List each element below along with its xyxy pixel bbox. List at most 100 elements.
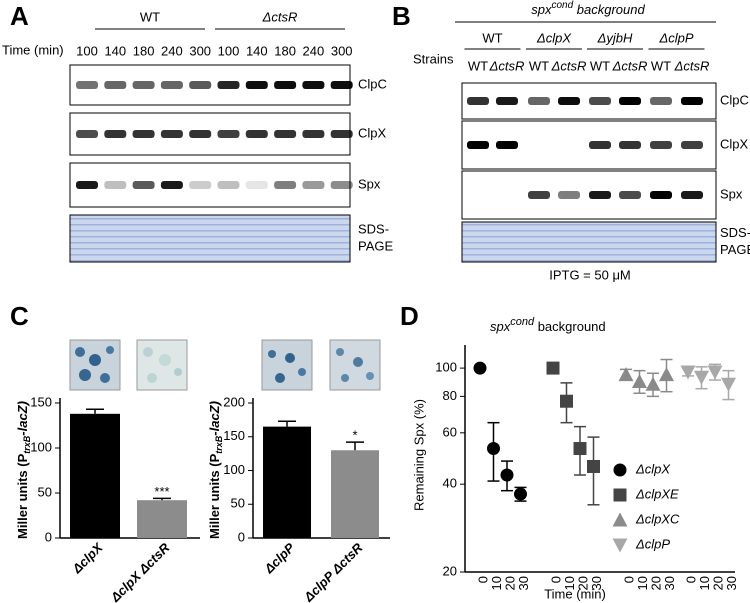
band [217,181,240,189]
blot-label: PAGE [720,242,750,257]
x-tick-label: 20 [648,576,663,590]
x-tick-label: 30 [724,576,739,590]
y-tick-label: 40 [443,476,457,491]
lane-label: WT [590,58,610,73]
point [618,367,634,382]
legend-label: ΔclpP [635,536,670,551]
bar [137,500,187,538]
band [274,81,297,89]
band [330,181,353,189]
x-tick-label: 20 [710,576,725,590]
x-tick-label: ΔclpP [261,540,298,577]
point [613,463,627,477]
x-tick-label: 10 [697,576,712,590]
band [132,181,155,189]
legend-label: ΔclpX [635,461,671,476]
band [189,81,212,89]
lane-label: ΔctsR [551,58,587,73]
point [573,442,587,456]
band [160,181,183,189]
blot-label: SDS- [720,225,750,240]
x-tick-label: 30 [516,576,531,590]
lane-label: WT [529,58,549,73]
band [302,130,325,138]
band [274,181,297,189]
point [514,487,527,501]
band [104,81,127,89]
blot-label: ClpX [720,136,749,151]
band [528,141,550,149]
gel-stain [461,221,717,263]
blot-label: SDS- [358,221,389,236]
panel-letter: D [400,301,419,331]
band [104,181,127,189]
y-label-text: Miller units (P [15,453,30,539]
band [681,191,703,199]
point [707,365,723,380]
x-tick-label: 0 [621,576,636,583]
x-axis-label: Time (min) [544,586,606,601]
band [76,81,98,89]
y-label-text: -lacZ) [15,401,30,436]
x-tick-label: 20 [575,576,590,590]
band [132,130,155,138]
lane-label: WT [468,58,488,73]
band [558,141,580,149]
band [528,191,550,199]
legend-label: ΔclpXC [635,511,680,526]
y-tick-label: 20 [443,563,457,578]
title-text: background [534,319,606,334]
point [632,373,647,388]
lane-label: ΔctsR [674,58,710,73]
band [589,97,611,105]
band [650,191,672,199]
strains-label: Strains [413,51,454,66]
y-tick-label: 50 [38,484,52,499]
band [496,97,518,105]
lane-label: ΔctsR [489,58,525,73]
band [619,191,641,199]
y-tick-label: 100 [30,439,52,454]
point [473,361,487,375]
group-label: ΔclpP [658,30,693,45]
legend-label: ΔclpXE [635,486,679,501]
point [659,367,674,382]
time: 180 [133,43,155,58]
time: 100 [76,43,98,58]
band [589,141,611,149]
point [721,377,736,392]
time-label: Time (min) [2,42,64,57]
band [330,130,353,138]
band [650,97,672,105]
band [589,191,611,199]
band [467,141,489,149]
band [681,97,703,105]
group-label: WT [140,9,160,24]
lane-label: ΔctsR [612,58,648,73]
group-label: ΔyjbH [597,30,633,45]
band [245,181,268,189]
y-tick-label: 150 [223,428,245,443]
band [496,141,518,149]
lane-label: WT [651,58,671,73]
point [613,488,627,502]
band [496,191,518,199]
band [528,97,550,105]
x-tick-label: ΔclpX [69,539,107,577]
group-label: ΔclpX [536,30,572,45]
blot-label: PAGE [358,238,393,253]
panel-letter: B [392,1,411,31]
blot-label: Spx [358,176,381,191]
x-tick-label: ΔclpP ΔctsR [300,540,366,603]
point [560,394,573,408]
y-tick-label: 80 [443,388,457,403]
time: 300 [189,43,211,58]
band [189,181,212,189]
y-label-text: -lacZ) [207,401,222,436]
band [132,81,155,89]
point [694,370,709,385]
bar [70,413,120,538]
y-tick-label: 200 [223,394,245,409]
group-label: ΔctsR [262,9,298,24]
